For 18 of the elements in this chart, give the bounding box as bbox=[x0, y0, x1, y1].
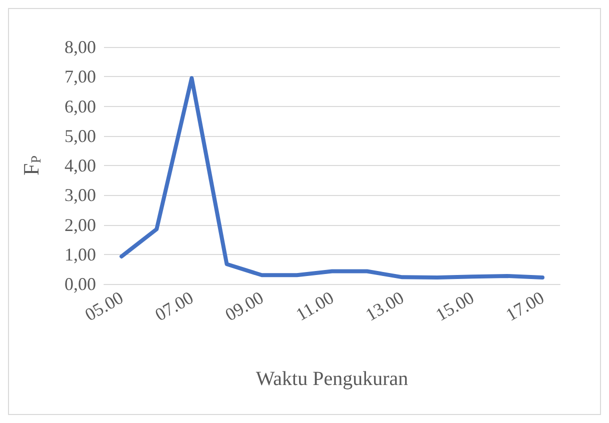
y-tick-label: 4,00 bbox=[64, 156, 96, 176]
y-tick-label: 7,00 bbox=[64, 66, 96, 87]
x-tick-label: 07.00 bbox=[152, 287, 197, 325]
line-series bbox=[120, 76, 544, 280]
x-tick-label: 17.00 bbox=[502, 287, 548, 325]
y-tick-label: 3,00 bbox=[64, 185, 96, 206]
y-axis-title: FP bbox=[18, 155, 44, 176]
x-tick-label: 09.00 bbox=[222, 287, 267, 325]
y-tick-label: 5,00 bbox=[64, 126, 96, 146]
y-tick-label: 8,00 bbox=[64, 37, 96, 57]
y-tick-label: 2,00 bbox=[64, 214, 96, 235]
x-tick-label: 15.00 bbox=[432, 287, 478, 325]
y-tick-label: 6,00 bbox=[64, 96, 96, 116]
y-tick-label: 1,00 bbox=[64, 244, 96, 264]
x-axis-title: Waktu Pengukuran bbox=[256, 368, 408, 390]
x-tick-label: 13.00 bbox=[362, 287, 408, 325]
x-tick-label: 11.00 bbox=[292, 287, 337, 325]
y-tick-label: 0,00 bbox=[64, 274, 96, 294]
